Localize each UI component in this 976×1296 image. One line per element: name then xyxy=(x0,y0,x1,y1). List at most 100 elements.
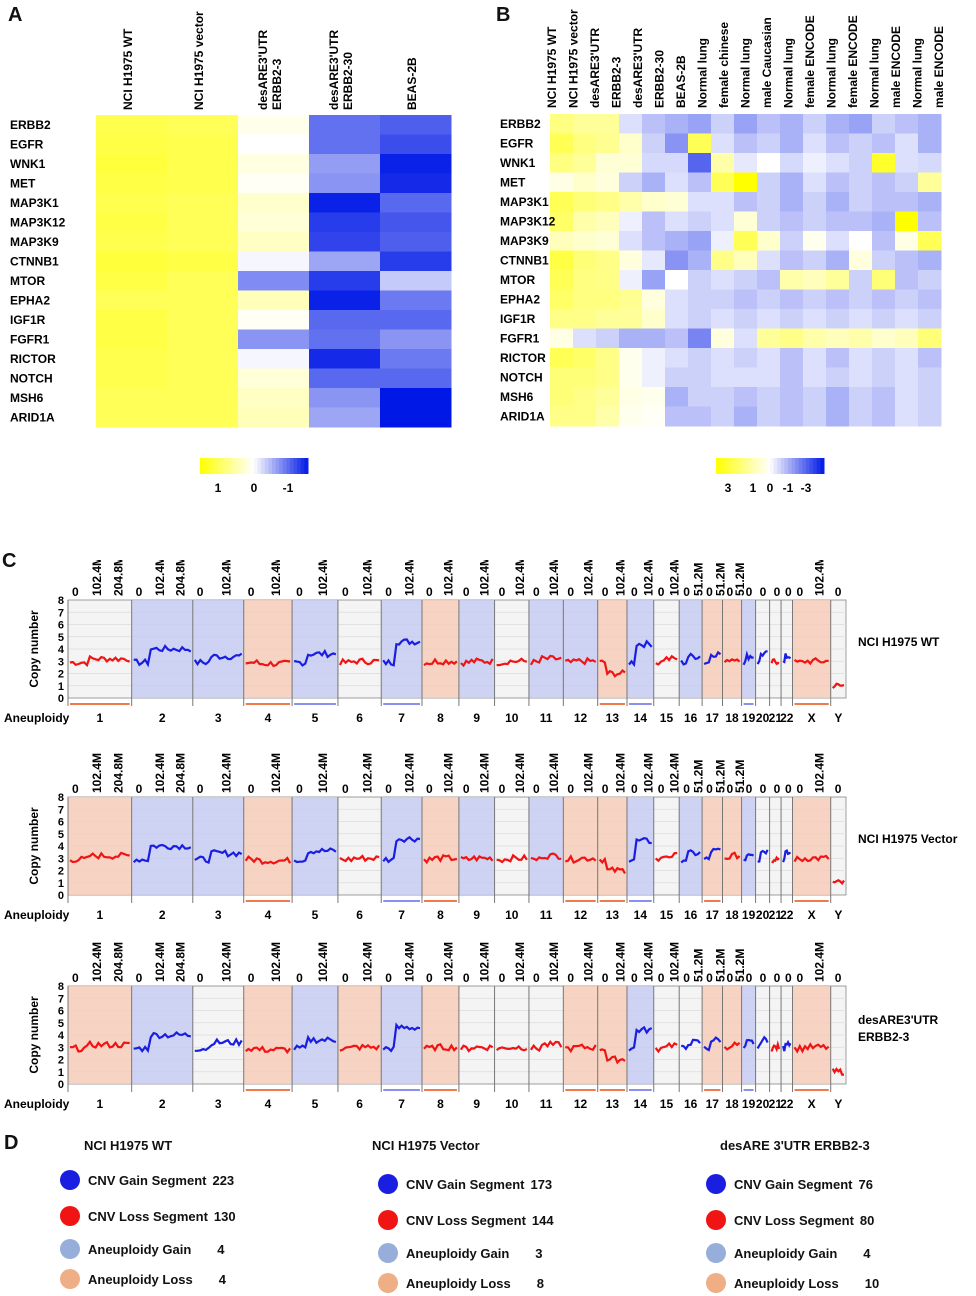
cn-chrom-label: 8 xyxy=(437,711,444,725)
heat-cell xyxy=(757,406,781,427)
heat-cell xyxy=(596,387,620,407)
cn-shade xyxy=(563,600,598,698)
cn-position-label: 102.4M xyxy=(153,753,167,793)
cn-chrom-label: 22 xyxy=(780,711,794,725)
heat-cell xyxy=(780,367,804,388)
cn-chrom-label: 4 xyxy=(265,1097,272,1111)
cn-shade xyxy=(792,600,831,698)
heat-cell xyxy=(757,250,781,271)
cn-position-label: 0 xyxy=(797,782,804,796)
heat-cell xyxy=(550,289,574,310)
summary-row: Aneuploidy Gain 3 xyxy=(378,1243,543,1263)
heat-cell xyxy=(849,231,873,251)
heat-cell xyxy=(780,172,804,193)
heat-cell xyxy=(238,115,310,135)
summary-value: 4 xyxy=(217,1241,225,1257)
heat-cell xyxy=(550,192,574,212)
heat-cell xyxy=(895,250,919,271)
colorbar-segment xyxy=(777,458,782,474)
cn-shade xyxy=(741,797,756,895)
legend-dot-icon xyxy=(706,1273,726,1293)
row-label: RICTOR xyxy=(500,351,546,365)
cn-shade xyxy=(528,797,564,895)
heat-cell xyxy=(167,329,239,350)
cn-y-tick: 8 xyxy=(58,595,64,607)
cn-position-label: 204.8M xyxy=(111,560,125,596)
cn-position-label: 102.4M xyxy=(403,560,417,596)
cn-chrom-label: 13 xyxy=(606,1097,620,1111)
heat-cell xyxy=(573,328,597,349)
heat-cell xyxy=(642,172,666,193)
cn-shade xyxy=(597,797,627,895)
row-label: MAP3K9 xyxy=(500,234,549,248)
cn-trace xyxy=(423,1042,458,1053)
heat-cell xyxy=(872,387,896,407)
colorbar-segment xyxy=(798,458,803,474)
heat-cell xyxy=(309,388,381,408)
panel-label-c: C xyxy=(2,550,17,572)
cn-position-label: 102.4M xyxy=(813,753,827,793)
colorbar-segment xyxy=(236,458,241,474)
cn-position-label: 102.4M xyxy=(613,560,627,596)
cn-chrom-label: 22 xyxy=(780,908,794,922)
cn-trace xyxy=(742,1038,755,1049)
cn-chrom-label: 15 xyxy=(660,711,674,725)
cn-position-label: 102.4M xyxy=(547,942,561,982)
heat-cell xyxy=(711,250,735,271)
heat-cell xyxy=(167,173,239,194)
cn-shade xyxy=(68,797,132,895)
cn-position-label: 0 xyxy=(746,971,753,985)
cn-trace xyxy=(654,1041,678,1054)
cn-chrom-label: Y xyxy=(834,908,842,922)
cn-position-label: 51.2M xyxy=(733,563,747,596)
cn-position-label: 0 xyxy=(631,585,638,599)
cn-position-label: 0 xyxy=(197,971,204,985)
cn-y-tick: 4 xyxy=(58,841,65,853)
cn-position-label: 102.4M xyxy=(90,560,104,596)
cn-shade xyxy=(421,986,459,1084)
summary-row: Aneuploidy Gain 4 xyxy=(60,1239,225,1259)
heat-cell xyxy=(918,192,942,212)
heat-cell xyxy=(238,154,310,174)
heat-cell xyxy=(309,290,381,311)
heat-cell xyxy=(596,133,620,154)
cn-position-label: 0 xyxy=(567,585,574,599)
heat-cell xyxy=(711,133,735,154)
colorbar-segment xyxy=(254,458,259,474)
cn-chrom-label: 19 xyxy=(742,1097,756,1111)
heat-cell xyxy=(380,173,452,194)
cn-position-label: 102.4M xyxy=(361,942,375,982)
heat-cell xyxy=(309,368,381,389)
cn-position-label: 102.4M xyxy=(513,942,527,982)
heat-cell xyxy=(642,387,666,407)
heat-cell xyxy=(895,309,919,329)
summary-row: Aneuploidy Loss 10 xyxy=(706,1273,879,1293)
heat-cell xyxy=(665,328,689,349)
heat-cell xyxy=(619,250,643,271)
cn-trace xyxy=(628,1025,653,1052)
heat-cell xyxy=(167,349,239,369)
cn-position-label: 102.4M xyxy=(613,942,627,982)
column-label: NCI H1975 WT xyxy=(545,26,559,108)
heat-cell xyxy=(688,231,712,251)
cn-shade xyxy=(243,797,293,895)
cn-y-tick: 0 xyxy=(58,1079,64,1091)
cn-shade xyxy=(421,600,459,698)
cn-chrom-label: 9 xyxy=(473,711,480,725)
cn-position-label: 102.4M xyxy=(641,942,655,982)
heat-cell xyxy=(96,173,168,194)
cn-position-label: 0 xyxy=(248,782,255,796)
cn-sample-label: desARE3'UTR xyxy=(858,1013,939,1027)
cn-shade xyxy=(626,986,654,1084)
heat-cell xyxy=(596,270,620,290)
heat-cell xyxy=(734,211,758,232)
summary-value: 10 xyxy=(864,1275,880,1291)
heat-cell xyxy=(918,348,942,368)
legend-dot-icon xyxy=(378,1243,398,1263)
cn-chrom-label: 2 xyxy=(159,1097,166,1111)
heat-cell xyxy=(803,153,827,173)
colorbar-segment xyxy=(766,458,771,474)
cn-trace xyxy=(793,854,830,863)
cn-trace xyxy=(339,854,380,863)
cn-position-label: 0 xyxy=(533,585,540,599)
